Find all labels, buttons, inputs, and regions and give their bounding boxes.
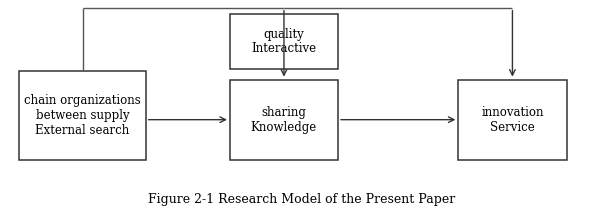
Text: chain organizations: chain organizations [24, 94, 141, 107]
Text: Knowledge: Knowledge [251, 120, 317, 134]
Text: innovation: innovation [481, 106, 544, 119]
Text: Service: Service [490, 120, 535, 134]
Bar [230, 80, 338, 160]
Text: quality: quality [263, 28, 304, 41]
Text: sharing: sharing [262, 106, 306, 119]
Text: between supply: between supply [36, 109, 129, 122]
Bar [19, 71, 146, 160]
Text: Interactive: Interactive [251, 42, 316, 55]
Bar [230, 14, 338, 69]
Bar [458, 80, 567, 160]
Text: External search: External search [36, 124, 130, 137]
Text: Figure 2-1 Research Model of the Present Paper: Figure 2-1 Research Model of the Present… [149, 193, 455, 206]
